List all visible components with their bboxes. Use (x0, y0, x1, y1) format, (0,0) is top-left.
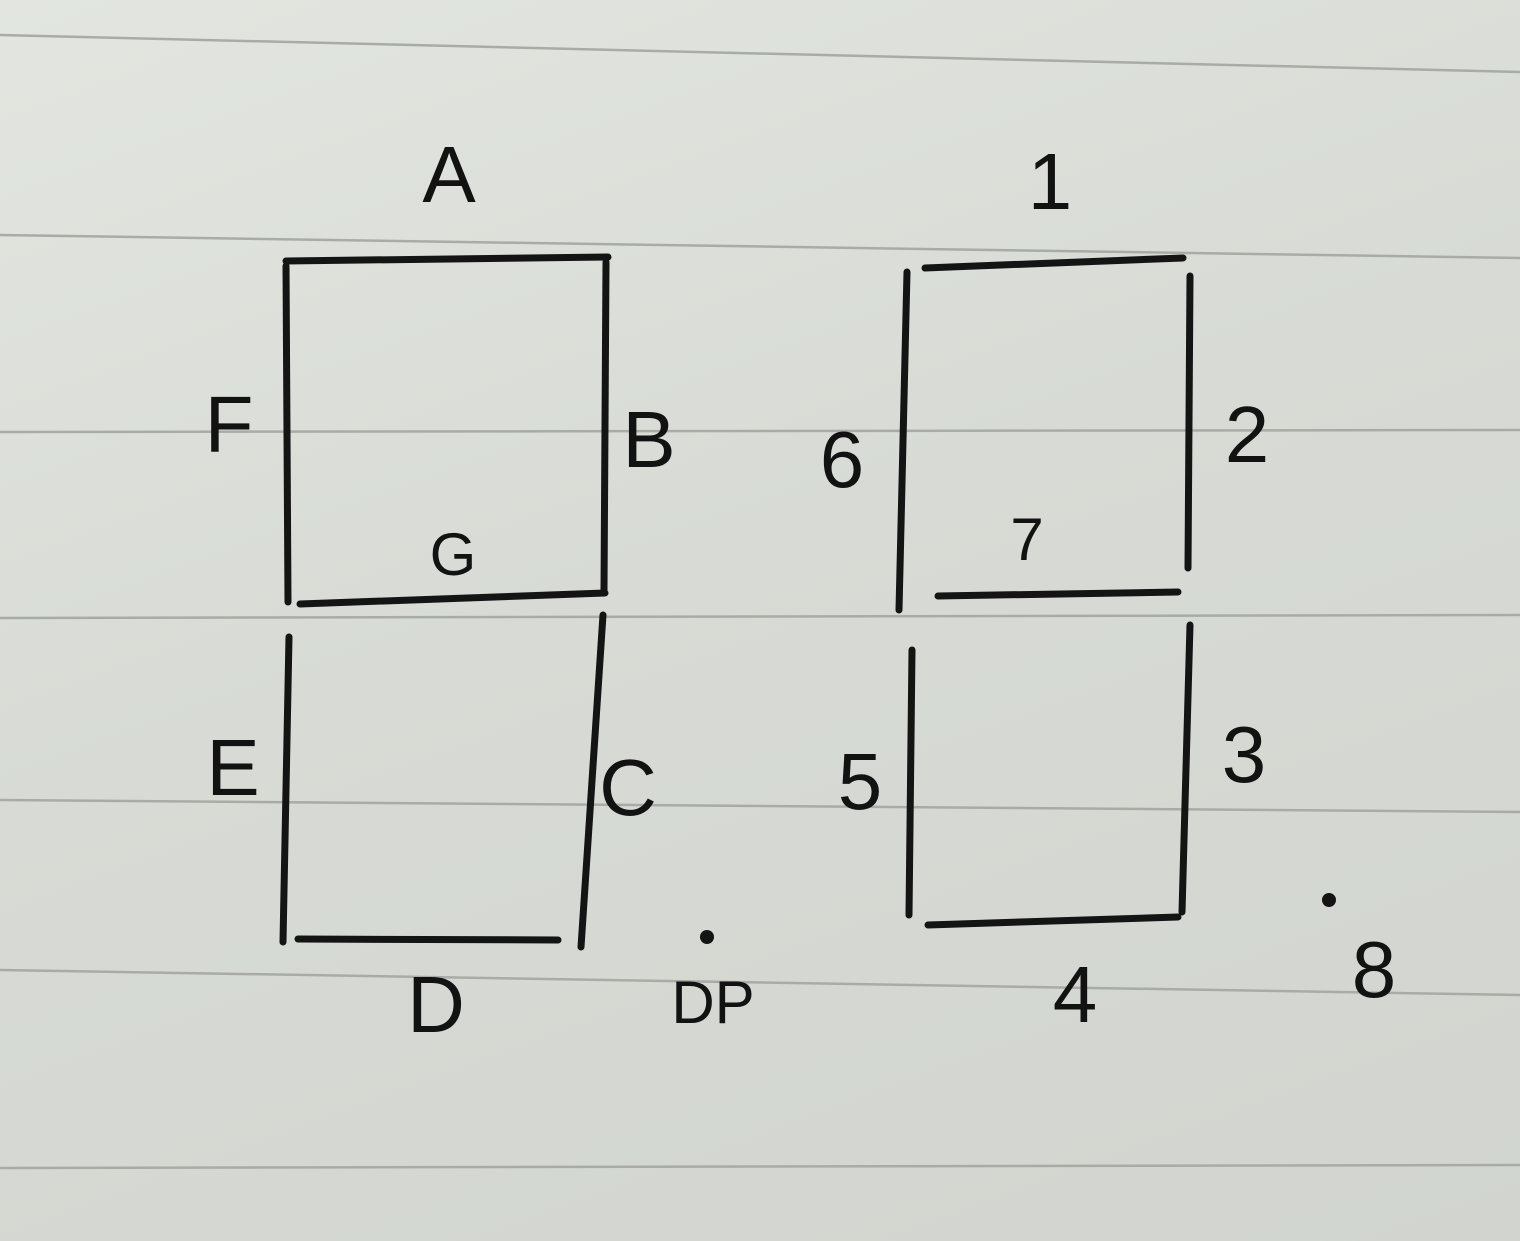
segment-g (296, 589, 609, 608)
label-segment-a: 1 (1027, 137, 1073, 226)
label-decimal-point: DP (671, 969, 755, 1036)
segment-d (924, 913, 1182, 929)
ruled-line (0, 428, 1520, 434)
label-decimal-point: 8 (1351, 925, 1397, 1014)
segment-a (921, 254, 1187, 272)
label-segment-f: F (204, 380, 254, 469)
ruled-line (0, 613, 1520, 620)
segment-c (1178, 621, 1194, 916)
ruled-line (0, 233, 1520, 260)
label-segment-d: D (407, 960, 465, 1049)
segment-e (279, 633, 293, 946)
label-segment-g: 7 (1010, 506, 1044, 573)
ruled-line (0, 798, 1520, 814)
segment-e (905, 646, 916, 919)
segment-a (282, 253, 612, 265)
label-segment-g: G (429, 521, 477, 588)
label-segment-d: 4 (1052, 950, 1098, 1039)
label-segment-b: 2 (1224, 390, 1270, 479)
segment-f (895, 268, 911, 614)
ruled-line (0, 1163, 1520, 1170)
decimal-point (700, 930, 714, 944)
segment-b (600, 258, 610, 594)
label-segment-e: E (206, 723, 260, 812)
ruled-line (0, 968, 1520, 997)
label-segment-a: A (422, 130, 476, 219)
label-segment-c: 3 (1221, 710, 1267, 799)
label-segment-e: 5 (837, 737, 883, 826)
label-segment-f: 6 (819, 415, 865, 504)
segment-g (934, 588, 1182, 600)
label-segment-c: C (599, 743, 657, 832)
label-segment-b: B (622, 395, 676, 484)
ruled-line (0, 33, 1520, 74)
segment-c (577, 611, 607, 951)
decimal-point (1322, 893, 1336, 907)
segment-d (294, 935, 562, 944)
segment-f (282, 262, 292, 606)
segment-b (1184, 272, 1194, 572)
